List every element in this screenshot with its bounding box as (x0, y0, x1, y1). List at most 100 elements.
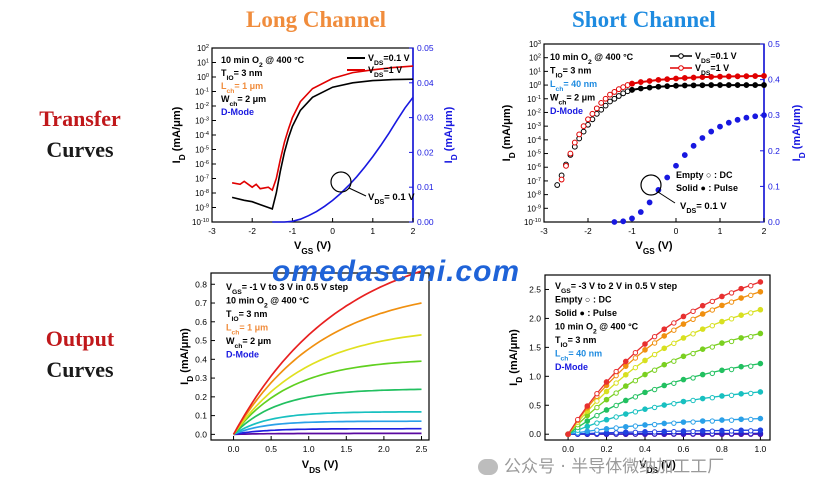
series-point-dc (728, 366, 735, 373)
series-point-pulse (603, 388, 610, 395)
annotation-text: D-Mode (555, 362, 588, 372)
annotation-text: Wch= 2 μm (550, 93, 595, 107)
series-point-dc (613, 425, 619, 431)
series-point (725, 119, 732, 126)
series-point-dc (651, 431, 658, 437)
series-point-pulse (680, 431, 687, 438)
x-tick-label: 1 (370, 226, 375, 236)
series-point-pulse (661, 402, 668, 408)
y-tick-label: 102 (529, 54, 541, 63)
annotation-text: Lch= 1 μm (221, 81, 263, 95)
series-point-pulse (719, 417, 725, 423)
series-point (637, 79, 644, 85)
series-line (567, 362, 761, 435)
series-point-pulse (680, 353, 687, 360)
x-axis-title: VGS (V) (294, 240, 331, 256)
series-point-pulse (661, 382, 668, 389)
series-point-pulse (565, 431, 571, 438)
legend-marker (678, 53, 684, 59)
series-point-pulse (757, 306, 764, 313)
y-tick-label: 101 (197, 59, 209, 68)
y-tick-label: 1.0 (529, 371, 541, 381)
series-line (232, 302, 422, 435)
series-point (673, 82, 679, 89)
x-axis-title: VDS (V) (302, 459, 339, 475)
y-tick-label: 101 (529, 67, 541, 76)
series-point-dc (651, 367, 658, 373)
y-axis-title: ID (mA/μm) (508, 329, 524, 386)
y-tick-label: 10-7 (195, 175, 209, 184)
watermark: omedasemi.com (272, 255, 521, 288)
series-point-dc (671, 420, 677, 426)
series-line (568, 429, 761, 435)
series-point-pulse (622, 358, 629, 365)
y2-tick-label: 0.05 (417, 43, 434, 53)
series-point-dc (671, 428, 677, 435)
series-point (664, 76, 671, 83)
series-line (567, 281, 761, 435)
series-point (646, 84, 653, 91)
x-tick-label: 2.5 (416, 444, 428, 454)
series-point-dc (632, 429, 639, 436)
series-point-pulse (603, 426, 610, 432)
series-point (708, 128, 715, 135)
series-point (752, 113, 759, 120)
series-point-pulse (699, 346, 706, 352)
y-tick-label: 0.1 (195, 411, 207, 421)
x-tick-label: -2 (248, 226, 256, 236)
y-axis-title: ID (mA/μm) (179, 328, 195, 385)
series-point (558, 172, 565, 179)
series-point-pulse (738, 363, 744, 370)
series-point (717, 73, 723, 80)
series-point (558, 176, 565, 183)
series-point-dc (748, 431, 754, 437)
credit-line: 公众号 · 半导体微纳加工工厂 (478, 452, 724, 477)
series-point (646, 78, 653, 84)
series-point-dc (613, 431, 619, 437)
series-point-pulse (603, 416, 610, 423)
series-point-pulse (738, 391, 744, 397)
series-line (231, 65, 414, 192)
series-point-pulse (680, 376, 687, 383)
series-point-dc (613, 402, 619, 409)
series-point-dc (709, 298, 716, 305)
series-point-pulse (603, 379, 610, 385)
series-point (585, 116, 591, 123)
row-label-output-line2: Curves (46, 357, 114, 382)
y-tick-label: 0.5 (195, 336, 207, 346)
series-point (708, 82, 715, 88)
y-tick-label: 0.3 (195, 373, 207, 383)
series-point-dc (651, 386, 658, 393)
series-line (567, 417, 761, 435)
series-point-dc (709, 428, 716, 434)
series-point-pulse (680, 428, 687, 434)
y2-tick-label: 0.1 (768, 181, 780, 191)
series-point-dc (748, 292, 754, 299)
series-point-dc (632, 394, 639, 400)
series-point-pulse (757, 288, 764, 295)
series-point-dc (709, 323, 716, 329)
series-point-pulse (584, 430, 591, 437)
y-tick-label: 10-2 (195, 102, 209, 111)
series-point-dc (594, 404, 600, 411)
annotation-text: TIO= 3 nm (555, 335, 596, 349)
row-label-transfer: Transfer Curves (28, 103, 132, 165)
series-point (607, 91, 613, 98)
series-point-dc (671, 431, 677, 437)
legend-label: VDS=0.1 V (695, 51, 737, 65)
series-point (629, 80, 635, 87)
series-point (690, 82, 697, 89)
series-point-pulse (719, 430, 725, 437)
series-point-pulse (661, 428, 668, 435)
series-point-pulse (757, 427, 764, 433)
series-point-dc (632, 378, 639, 384)
y-tick-label: 0.0 (529, 429, 541, 439)
plot-frame (210, 272, 430, 441)
series-line (567, 291, 761, 435)
series-line (272, 96, 414, 223)
series-point-pulse (757, 330, 764, 337)
series-point-dc (574, 417, 581, 424)
